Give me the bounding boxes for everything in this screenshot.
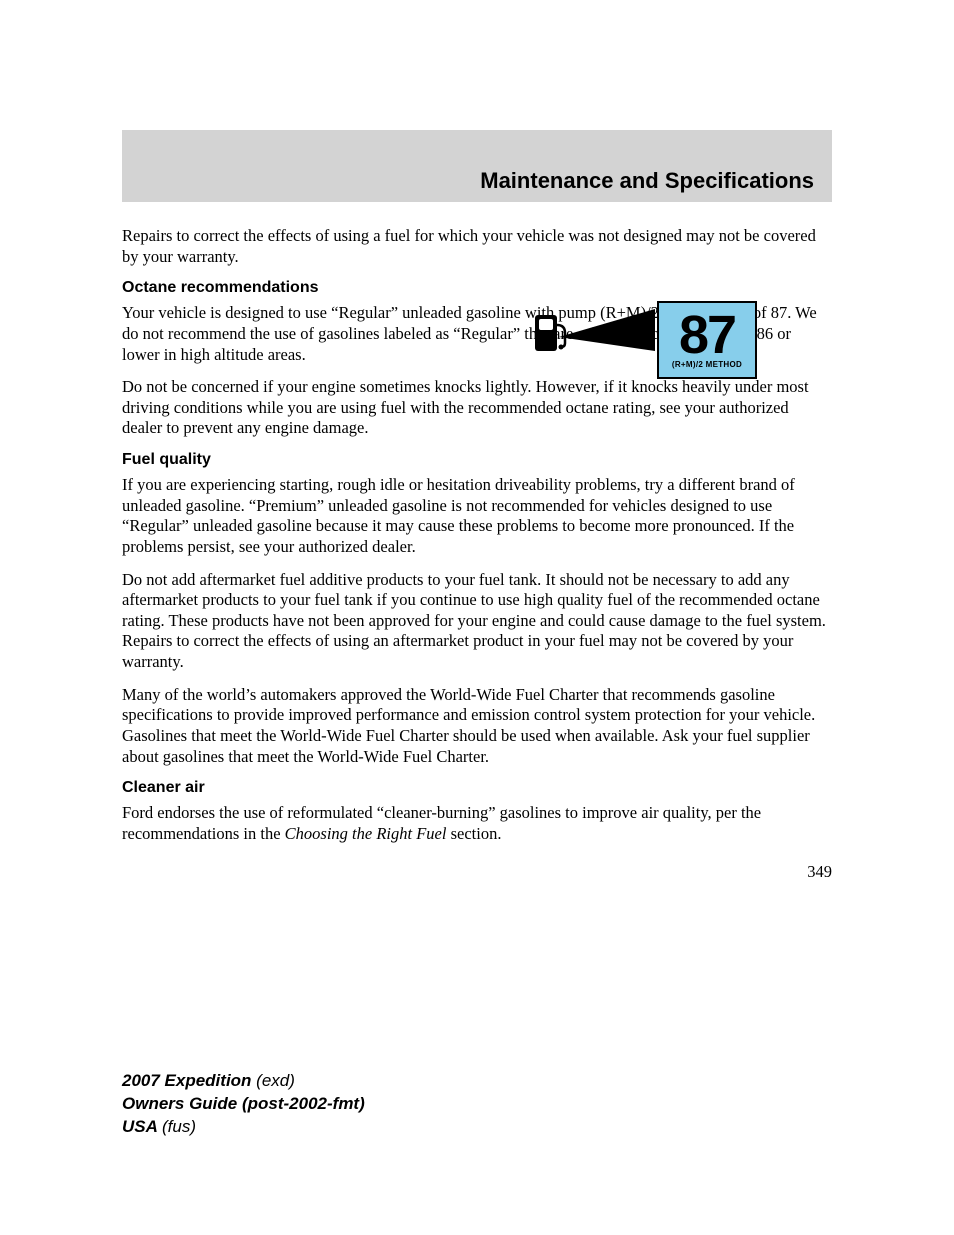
- page-container: Maintenance and Specifications Repairs t…: [0, 0, 954, 882]
- header-title: Maintenance and Specifications: [480, 168, 814, 194]
- footer-vehicle-code: (exd): [256, 1071, 295, 1090]
- octane-graphic: 87 (R+M)/2 METHOD: [527, 301, 757, 379]
- footer-vehicle: 2007 Expedition: [122, 1071, 256, 1090]
- footer-line-2: Owners Guide (post-2002-fmt): [122, 1093, 365, 1116]
- footer: 2007 Expedition (exd) Owners Guide (post…: [122, 1070, 365, 1139]
- cleaner-air-suffix: section.: [446, 824, 501, 843]
- cleaner-air-italic: Choosing the Right Fuel: [285, 824, 447, 843]
- octane-section: 87 (R+M)/2 METHOD Your vehicle is design…: [122, 303, 832, 365]
- fuel-quality-para-1: If you are experiencing starting, rough …: [122, 475, 832, 558]
- fuel-quality-heading: Fuel quality: [122, 451, 832, 469]
- header-bar: Maintenance and Specifications: [122, 130, 832, 202]
- page-number: 349: [122, 862, 832, 882]
- intro-paragraph: Repairs to correct the effects of using …: [122, 226, 832, 267]
- footer-region-code: (fus): [162, 1117, 196, 1136]
- cleaner-air-para: Ford endorses the use of reformulated “c…: [122, 803, 832, 844]
- fuel-quality-para-3: Many of the world’s automakers approved …: [122, 685, 832, 768]
- footer-line-3: USA (fus): [122, 1116, 365, 1139]
- octane-heading: Octane recommendations: [122, 279, 832, 297]
- footer-line-1: 2007 Expedition (exd): [122, 1070, 365, 1093]
- octane-number: 87: [679, 311, 735, 360]
- cleaner-air-heading: Cleaner air: [122, 779, 832, 797]
- octane-para-2: Do not be concerned if your engine somet…: [122, 377, 832, 439]
- octane-method: (R+M)/2 METHOD: [672, 360, 742, 369]
- fuel-pump-icon: [527, 307, 655, 355]
- footer-region: USA: [122, 1117, 162, 1136]
- octane-sign: 87 (R+M)/2 METHOD: [657, 301, 757, 379]
- footer-guide: Owners Guide (post-2002-fmt): [122, 1094, 365, 1113]
- fuel-quality-para-2: Do not add aftermarket fuel additive pro…: [122, 570, 832, 673]
